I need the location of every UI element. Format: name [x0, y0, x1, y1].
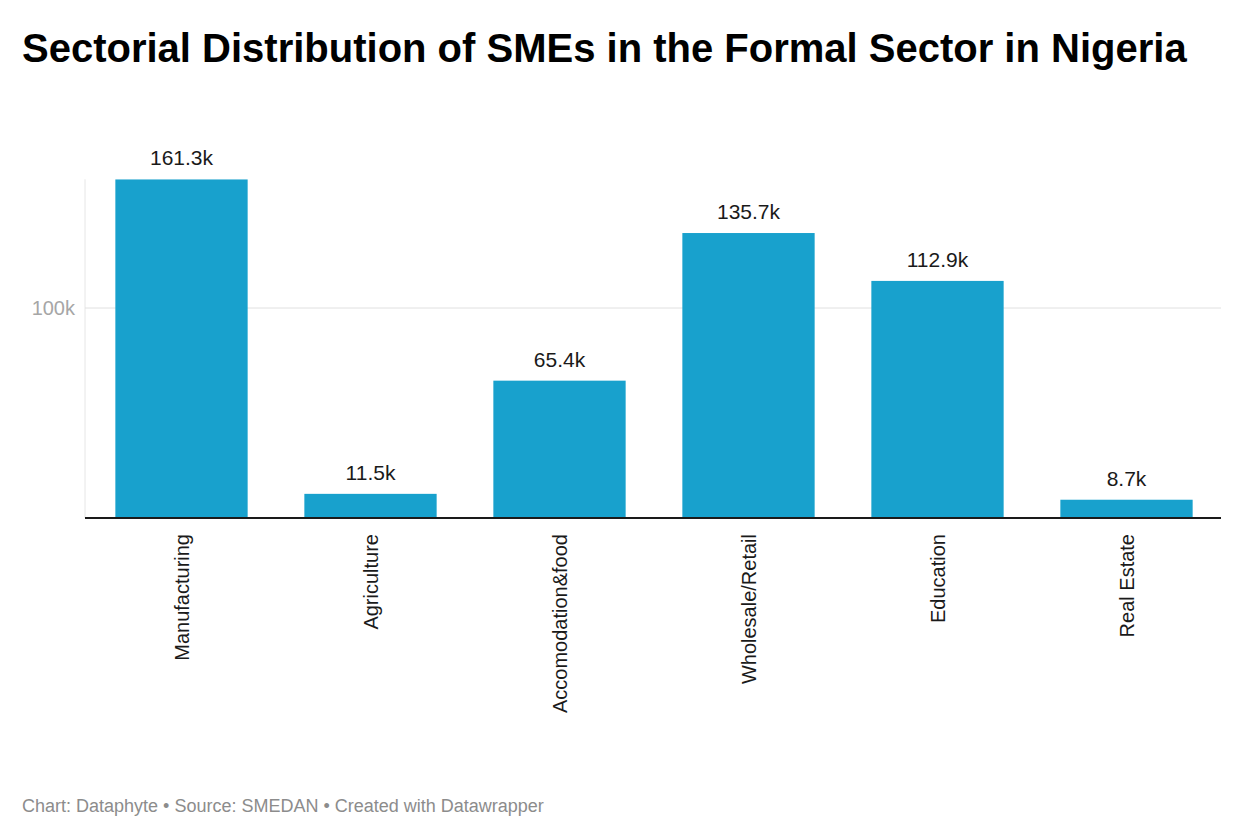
bar	[1060, 500, 1192, 518]
data-label: 161.3k	[150, 146, 214, 169]
bar	[682, 233, 814, 518]
data-label: 135.7k	[717, 200, 781, 223]
chart-root: Sectorial Distribution of SMEs in the Fo…	[0, 0, 1240, 840]
x-axis-line	[85, 517, 1221, 519]
data-label: 11.5k	[346, 461, 396, 484]
data-label: 8.7k	[1107, 467, 1147, 490]
x-tick-label: Education	[927, 534, 949, 623]
data-label: 65.4k	[534, 348, 586, 371]
bars	[115, 179, 1192, 518]
x-tick-label: Agriculture	[360, 534, 382, 630]
title: Sectorial Distribution of SMEs in the Fo…	[22, 26, 1187, 70]
x-tick-label: Real Estate	[1116, 534, 1138, 637]
bar	[115, 179, 247, 518]
grid-line	[85, 308, 1221, 309]
chart-svg: Sectorial Distribution of SMEs in the Fo…	[0, 0, 1240, 840]
x-tick-label: Manufacturing	[171, 534, 193, 661]
footer-note: Chart: Dataphyte • Source: SMEDAN • Crea…	[22, 796, 544, 816]
y-tick-label: 100k	[32, 297, 76, 319]
data-label: 112.9k	[907, 248, 969, 271]
x-tick-label: Wholesale/Retail	[738, 534, 760, 684]
bar	[871, 281, 1003, 518]
bar	[493, 381, 625, 518]
x-tick-label: Accomodation&food	[549, 534, 571, 713]
y-axis-line	[85, 179, 86, 518]
bar	[304, 494, 436, 518]
